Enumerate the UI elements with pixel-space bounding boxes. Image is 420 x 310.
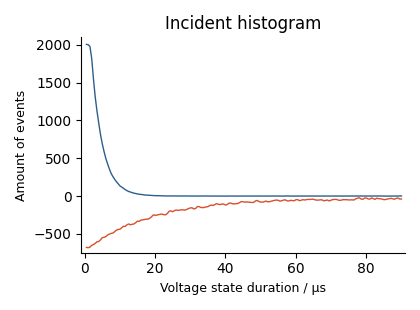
X-axis label: Voltage state duration / µs: Voltage state duration / µs [160, 282, 326, 295]
Y-axis label: Amount of events: Amount of events [15, 90, 28, 201]
Title: Incident histogram: Incident histogram [165, 15, 321, 33]
